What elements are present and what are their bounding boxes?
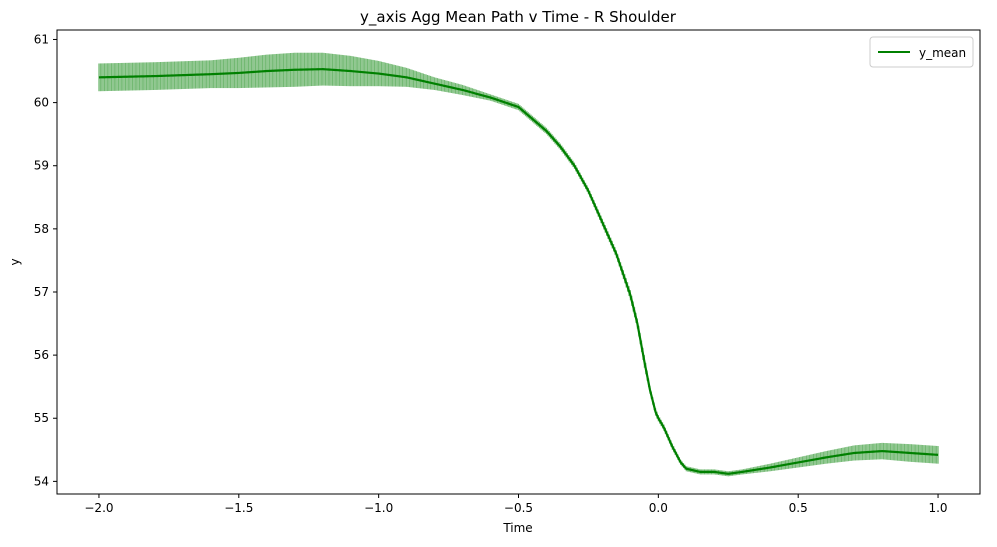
y-tick-label: 56 <box>34 348 49 362</box>
y-tick-label: 57 <box>34 285 49 299</box>
chart-title: y_axis Agg Mean Path v Time - R Shoulder <box>360 8 677 27</box>
x-tick-label: −1.5 <box>224 501 253 515</box>
x-axis: −2.0 −1.5 −1.0 −0.5 0.0 0.5 1.0 <box>84 494 948 515</box>
x-tick-label: 1.0 <box>928 501 947 515</box>
legend-label-y-mean: y_mean <box>919 46 966 60</box>
y-tick-label: 55 <box>34 411 49 425</box>
y-tick-label: 54 <box>34 474 49 488</box>
x-tick-label: −1.0 <box>364 501 393 515</box>
x-axis-label: Time <box>502 521 532 535</box>
x-tick-label: 0.0 <box>649 501 668 515</box>
y-axis-label: y <box>8 258 22 265</box>
x-tick-label: −2.0 <box>84 501 113 515</box>
legend: y_mean <box>869 36 974 68</box>
y-tick-label: 61 <box>34 32 49 46</box>
series-line-y-mean <box>98 68 939 475</box>
x-tick-label: −0.5 <box>504 501 533 515</box>
x-tick-label: 0.5 <box>789 501 808 515</box>
y-axis: 54 55 56 57 58 59 60 61 <box>34 32 57 488</box>
series-lines <box>98 68 939 475</box>
plot-background <box>57 30 980 494</box>
y-tick-label: 59 <box>34 159 49 173</box>
y-tick-label: 58 <box>34 222 49 236</box>
y-tick-label: 60 <box>34 96 49 110</box>
legend-box <box>869 36 974 68</box>
